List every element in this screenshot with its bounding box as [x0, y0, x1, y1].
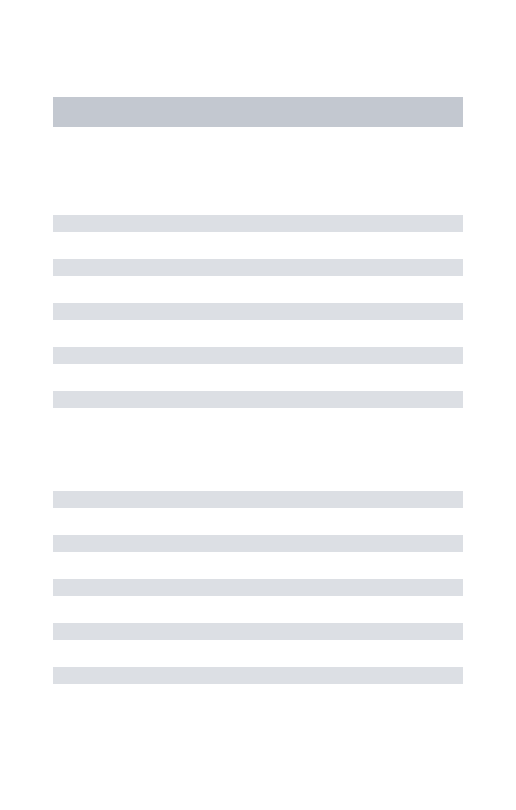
- text-line-placeholder: [53, 391, 463, 408]
- spacer-after-header: [53, 127, 463, 215]
- header-placeholder-bar: [53, 97, 463, 127]
- line-group-1: [53, 215, 463, 435]
- text-line-placeholder: [53, 303, 463, 320]
- text-line-placeholder: [53, 259, 463, 276]
- spacer-between-groups: [53, 435, 463, 491]
- text-line-placeholder: [53, 491, 463, 508]
- text-line-placeholder: [53, 579, 463, 596]
- text-line-placeholder: [53, 667, 463, 684]
- text-line-placeholder: [53, 535, 463, 552]
- line-group-2: [53, 491, 463, 711]
- text-line-placeholder: [53, 623, 463, 640]
- text-line-placeholder: [53, 347, 463, 364]
- text-line-placeholder: [53, 215, 463, 232]
- page-container: [0, 97, 516, 711]
